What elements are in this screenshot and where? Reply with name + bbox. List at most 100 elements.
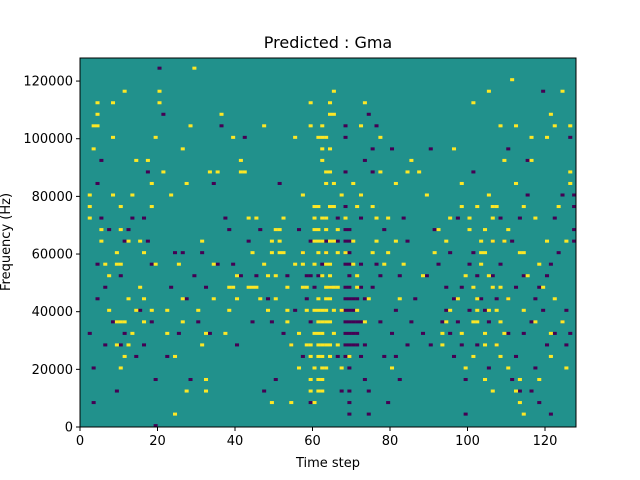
heatmap-cell-low: [130, 216, 135, 220]
heatmap-cell-low: [390, 147, 395, 151]
heatmap-cell-low: [343, 239, 348, 243]
heatmap-cell-high: [374, 216, 379, 220]
heatmap-cell-low: [351, 297, 356, 301]
heatmap-cell-high: [316, 205, 321, 209]
heatmap-cell-high: [269, 239, 274, 243]
heatmap-cell-low: [467, 308, 472, 312]
heatmap-cell-high: [328, 112, 333, 116]
heatmap-cell-high: [320, 366, 325, 370]
heatmap-cell-high: [331, 181, 336, 185]
heatmap-cell-low: [145, 170, 150, 174]
heatmap-cell-low: [548, 262, 553, 266]
heatmap-cell-high: [262, 124, 267, 128]
heatmap-cell-high: [254, 216, 259, 220]
heatmap-cell-high: [204, 331, 209, 335]
heatmap-cell-high: [316, 251, 321, 255]
heatmap-cell-low: [308, 320, 313, 324]
heatmap-cell-low: [498, 216, 503, 220]
heatmap-cell-low: [448, 331, 453, 335]
heatmap-cell-low: [351, 331, 356, 335]
heatmap-cell-high: [421, 274, 426, 278]
heatmap-cell-high: [541, 285, 546, 289]
heatmap-cell-low: [572, 228, 577, 232]
heatmap-cell-high: [490, 239, 495, 243]
heatmap-cell-high: [285, 320, 290, 324]
heatmap-cell-high: [266, 308, 271, 312]
heatmap-cell-low: [176, 331, 181, 335]
heatmap-cell-high: [300, 251, 305, 255]
heatmap-cell-high: [331, 308, 336, 312]
heatmap-cell-low: [145, 239, 150, 243]
heatmap-cell-high: [393, 239, 398, 243]
heatmap-cell-low: [277, 181, 282, 185]
heatmap-cell-high: [184, 181, 189, 185]
heatmap-cell-low: [254, 274, 259, 278]
heatmap-cell-high: [475, 308, 480, 312]
heatmap-cell-high: [483, 343, 488, 347]
heatmap-cell-low: [320, 262, 325, 266]
heatmap-cell-low: [421, 331, 426, 335]
heatmap-cell-low: [269, 320, 274, 324]
heatmap-cell-high: [463, 274, 468, 278]
heatmap-cell-low: [343, 297, 348, 301]
heatmap-cell-low: [355, 320, 360, 324]
heatmap-cell-high: [331, 205, 336, 209]
heatmap-cell-low: [235, 343, 240, 347]
heatmap-cell-high: [533, 216, 538, 220]
heatmap-cell-high: [444, 239, 449, 243]
heatmap-cell-low: [510, 239, 515, 243]
heatmap-cell-high: [316, 297, 321, 301]
heatmap-cell-high: [568, 124, 573, 128]
heatmap-cell-high: [517, 251, 522, 255]
heatmap-cell-high: [223, 331, 228, 335]
heatmap-cell-low: [521, 274, 526, 278]
y-axis: 0 20000 40000 60000 80000 100000 120000: [23, 75, 80, 436]
heatmap-cell-high: [312, 205, 317, 209]
x-tick-label: 120: [533, 434, 558, 449]
heatmap-cell-high: [204, 389, 209, 393]
heatmap-cell-high: [238, 170, 243, 174]
heatmap-cell-low: [99, 216, 104, 220]
y-tick-label: 20000: [32, 363, 73, 378]
heatmap-cell-high: [370, 205, 375, 209]
heatmap-cell-high: [316, 377, 321, 382]
heatmap-cell-high: [235, 274, 240, 278]
heatmap-cell-low: [91, 366, 96, 370]
heatmap-cell-low: [572, 193, 577, 197]
heatmap-cell-high: [122, 354, 127, 358]
heatmap-cell-high: [269, 251, 274, 255]
heatmap-cell-low: [514, 354, 519, 358]
heatmap-cell-high: [490, 216, 495, 220]
heatmap-cell-high: [370, 251, 375, 255]
heatmap-cell-high: [184, 389, 189, 393]
heatmap-cell-high: [165, 308, 170, 312]
heatmap-cell-low: [370, 285, 375, 289]
heatmap-cell-high: [502, 239, 507, 243]
heatmap-cell-high: [200, 343, 205, 347]
heatmap-cell-high: [316, 228, 321, 232]
heatmap-cell-high: [169, 193, 174, 197]
heatmap-cell-low: [359, 285, 364, 289]
heatmap-cell-low: [122, 331, 127, 335]
heatmap-cell-high: [552, 297, 557, 301]
heatmap-cell-low: [293, 308, 298, 312]
heatmap-cell-low: [564, 308, 569, 312]
heatmap-cell-high: [320, 320, 325, 324]
heatmap-cell-high: [324, 262, 329, 266]
heatmap-cell-high: [537, 262, 542, 266]
heatmap-cell-low: [452, 297, 457, 301]
heatmap-cell-high: [328, 239, 333, 243]
heatmap-cell-low: [297, 228, 302, 232]
heatmap-cell-low: [355, 297, 360, 301]
heatmap-cell-high: [122, 320, 127, 324]
heatmap-cell-high: [103, 262, 108, 266]
heatmap-cell-high: [316, 343, 321, 347]
heatmap-cell-low: [475, 343, 480, 347]
heatmap-cell-high: [386, 216, 391, 220]
heatmap-cell-low: [347, 228, 352, 232]
heatmap-cell-high: [114, 251, 119, 255]
heatmap-cell-high: [483, 331, 488, 335]
heatmap-cell-high: [556, 205, 561, 209]
heatmap-cell-high: [114, 262, 119, 266]
heatmap-cell-low: [114, 389, 119, 393]
